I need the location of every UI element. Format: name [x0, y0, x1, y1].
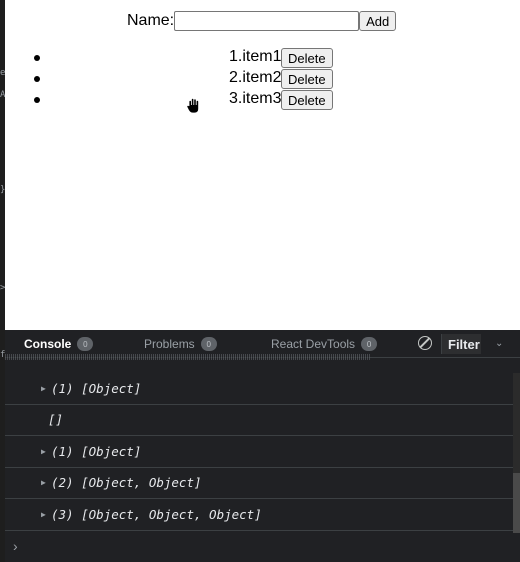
tab-label: Problems: [144, 337, 195, 351]
expand-triangle-icon[interactable]: ▶: [41, 446, 46, 456]
name-label: Name:: [127, 12, 175, 29]
chevron-down-icon[interactable]: ⌄: [495, 338, 504, 349]
log-entry[interactable]: ▶ (1) [Object]: [5, 373, 513, 405]
console-scrollbar-track[interactable]: [513, 373, 520, 533]
count-badge: 0: [200, 337, 217, 351]
item-text: 1.item1: [229, 48, 282, 65]
tab-label: Console: [24, 337, 72, 351]
hand-cursor-icon: [186, 97, 199, 114]
left-editor-strip: e A } > f: [0, 0, 5, 562]
devtools-panel: Console 0 Problems 0 React DevTools 0 Fi…: [5, 330, 520, 562]
name-form: Name: Add: [127, 10, 397, 32]
tab-label: React DevTools: [271, 337, 356, 351]
bullet-icon: [34, 97, 40, 103]
console-prompt-icon[interactable]: ›: [13, 538, 18, 554]
strip-glyph: >: [0, 283, 6, 293]
list-item: 1.item1 Delete: [5, 47, 520, 68]
strip-glyph: e: [0, 68, 6, 78]
strip-glyph: f: [0, 350, 6, 360]
log-text: []: [48, 412, 64, 428]
expand-triangle-icon[interactable]: ▶: [41, 509, 46, 519]
tab-react-devtools[interactable]: React DevTools 0: [271, 330, 378, 358]
item-text: 3.item3: [229, 90, 282, 107]
log-text: (1) [Object]: [51, 380, 142, 396]
app-preview: Name: Add 1.item1 Delete 2.item2 Delete …: [5, 0, 520, 330]
log-entry[interactable]: ▶ (2) [Object, Object]: [5, 468, 513, 499]
log-entry[interactable]: ▶ (1) [Object]: [5, 436, 513, 468]
list-item: 3.item3 Delete: [5, 89, 520, 110]
expand-triangle-icon[interactable]: ▶: [41, 383, 46, 393]
expand-triangle-icon[interactable]: ▶: [41, 478, 46, 488]
strip-glyph: }: [0, 185, 6, 195]
count-badge: 0: [361, 337, 378, 351]
devtools-tabs: Console 0 Problems 0 React DevTools 0 Fi…: [5, 330, 520, 360]
log-text: (2) [Object, Object]: [51, 475, 202, 491]
panel-resize-handle[interactable]: [5, 354, 370, 360]
filter-input[interactable]: Filter: [441, 334, 481, 354]
delete-button[interactable]: Delete: [281, 48, 333, 68]
tab-problems[interactable]: Problems 0: [144, 330, 217, 358]
bullet-icon: [34, 55, 40, 61]
log-entry: []: [5, 405, 513, 436]
clear-console-icon[interactable]: [418, 336, 432, 350]
delete-button[interactable]: Delete: [281, 90, 333, 110]
name-input[interactable]: [174, 11, 360, 31]
count-badge: 0: [77, 337, 94, 351]
delete-button[interactable]: Delete: [281, 69, 333, 89]
list-item: 2.item2 Delete: [5, 68, 520, 89]
item-list: 1.item1 Delete 2.item2 Delete 3.item3 De…: [5, 47, 520, 110]
log-text: (3) [Object, Object, Object]: [51, 506, 262, 522]
add-button[interactable]: Add: [359, 11, 397, 31]
log-entry[interactable]: ▶ (3) [Object, Object, Object]: [5, 499, 513, 531]
bullet-icon: [34, 76, 40, 82]
console-log: ▶ (1) [Object] [] ▶ (1) [Object] ▶ (2) […: [5, 373, 513, 531]
log-text: (1) [Object]: [51, 443, 142, 459]
tab-console[interactable]: Console 0: [24, 330, 94, 358]
strip-glyph: A: [0, 90, 6, 100]
item-text: 2.item2: [229, 69, 282, 86]
console-scrollbar-thumb[interactable]: [513, 473, 520, 533]
